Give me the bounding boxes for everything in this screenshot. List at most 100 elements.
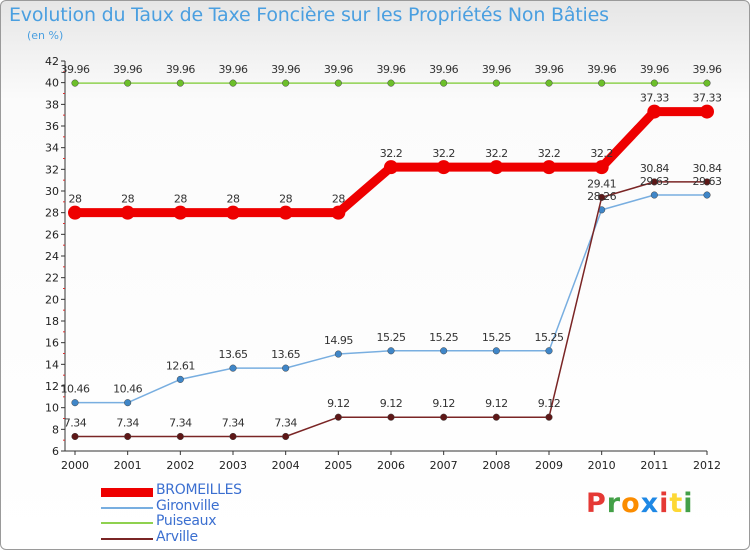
data-label: 28 (174, 193, 187, 206)
y-tick-label: 6 (52, 445, 59, 458)
data-point (334, 79, 342, 87)
x-tick-label: 2010 (588, 459, 616, 472)
data-label: 39.96 (324, 63, 353, 76)
legend-label: Puiseaux (156, 513, 217, 529)
logo-letter: P (586, 488, 607, 519)
proxiti-logo: Proxiti (586, 488, 694, 519)
data-point (387, 413, 395, 421)
data-label: 29.63 (693, 175, 722, 188)
data-label: 39.96 (482, 63, 511, 76)
data-label: 9.12 (380, 397, 403, 410)
data-label: 32.2 (590, 147, 613, 160)
data-label: 28 (121, 193, 134, 206)
data-label: 30.84 (640, 162, 669, 175)
data-point (124, 79, 132, 87)
data-point (71, 399, 79, 407)
y-tick-label: 28 (45, 207, 59, 220)
data-label: 39.96 (640, 63, 669, 76)
data-label: 39.96 (377, 63, 406, 76)
data-point (545, 347, 553, 355)
data-point (282, 79, 290, 87)
data-point (542, 160, 556, 175)
data-label: 32.2 (432, 147, 455, 160)
y-tick-label: 26 (45, 228, 59, 241)
x-tick-label: 2012 (693, 459, 721, 472)
x-tick-label: 2009 (535, 459, 563, 472)
data-point (440, 347, 448, 355)
data-label: 39.96 (113, 63, 142, 76)
x-tick-label: 2011 (640, 459, 668, 472)
data-label: 9.12 (538, 397, 561, 410)
legend-label: Arville (156, 528, 198, 545)
data-label: 15.25 (429, 331, 458, 344)
data-point (700, 104, 714, 119)
data-label: 28 (279, 193, 292, 206)
y-tick-label: 18 (45, 315, 59, 328)
data-label: 28 (227, 193, 240, 206)
logo-letter: o (621, 488, 641, 519)
y-tick-label: 36 (45, 120, 59, 133)
data-point (173, 205, 188, 220)
logo-letter: i (659, 488, 670, 519)
y-tick-label: 20 (45, 293, 59, 306)
y-tick-label: 22 (45, 272, 59, 285)
data-point (68, 205, 82, 220)
data-point (229, 364, 237, 372)
data-point (334, 413, 342, 421)
data-point (650, 178, 658, 186)
logo-letter: t (669, 488, 684, 519)
data-label: 39.96 (535, 63, 564, 76)
unit-label: (en %) (27, 29, 64, 42)
data-point (492, 413, 500, 421)
y-tick-label: 8 (52, 423, 59, 436)
x-tick-label: 2008 (482, 459, 510, 472)
x-tick-label: 2000 (61, 459, 89, 472)
data-label: 29.63 (640, 175, 669, 188)
data-point (226, 205, 240, 220)
data-point (703, 191, 711, 199)
y-tick-label: 42 (45, 55, 59, 68)
data-point (703, 178, 711, 186)
data-point (229, 79, 237, 87)
data-label: 39.96 (271, 63, 300, 76)
data-point (176, 432, 184, 441)
data-point (650, 79, 658, 87)
data-point (282, 364, 290, 372)
data-label: 39.96 (166, 63, 195, 76)
data-label: 13.65 (271, 348, 300, 361)
legend-swatch (101, 506, 153, 509)
data-point (176, 79, 184, 87)
data-point (387, 79, 395, 87)
legend-swatch (101, 488, 153, 497)
data-label: 10.46 (61, 383, 90, 396)
data-label: 15.25 (482, 331, 511, 344)
x-tick-label: 2004 (272, 459, 300, 472)
data-point (492, 79, 500, 87)
data-point (278, 205, 293, 220)
data-label: 28.26 (587, 190, 616, 203)
x-tick-label: 2006 (377, 459, 405, 472)
y-tick-label: 40 (45, 77, 59, 90)
data-point (124, 399, 132, 407)
data-label: 7.34 (64, 416, 87, 429)
data-label: 28 (332, 193, 345, 206)
data-point (71, 79, 79, 87)
data-point (384, 160, 398, 175)
data-label: 32.2 (538, 147, 561, 160)
data-point (594, 160, 609, 175)
data-point (120, 205, 135, 220)
legend-swatch (101, 522, 153, 524)
data-point (545, 79, 553, 87)
data-label: 9.12 (485, 397, 508, 410)
data-point (282, 432, 290, 441)
x-tick-label: 2007 (430, 459, 458, 472)
data-label: 14.95 (324, 334, 353, 347)
data-point (436, 160, 451, 175)
data-label: 39.96 (61, 63, 90, 76)
data-label: 37.33 (640, 92, 669, 105)
data-label: 9.12 (432, 397, 455, 410)
data-label: 10.46 (113, 383, 142, 396)
x-tick-label: 2005 (324, 459, 352, 472)
legend-label: BROMEILLES (156, 482, 242, 498)
